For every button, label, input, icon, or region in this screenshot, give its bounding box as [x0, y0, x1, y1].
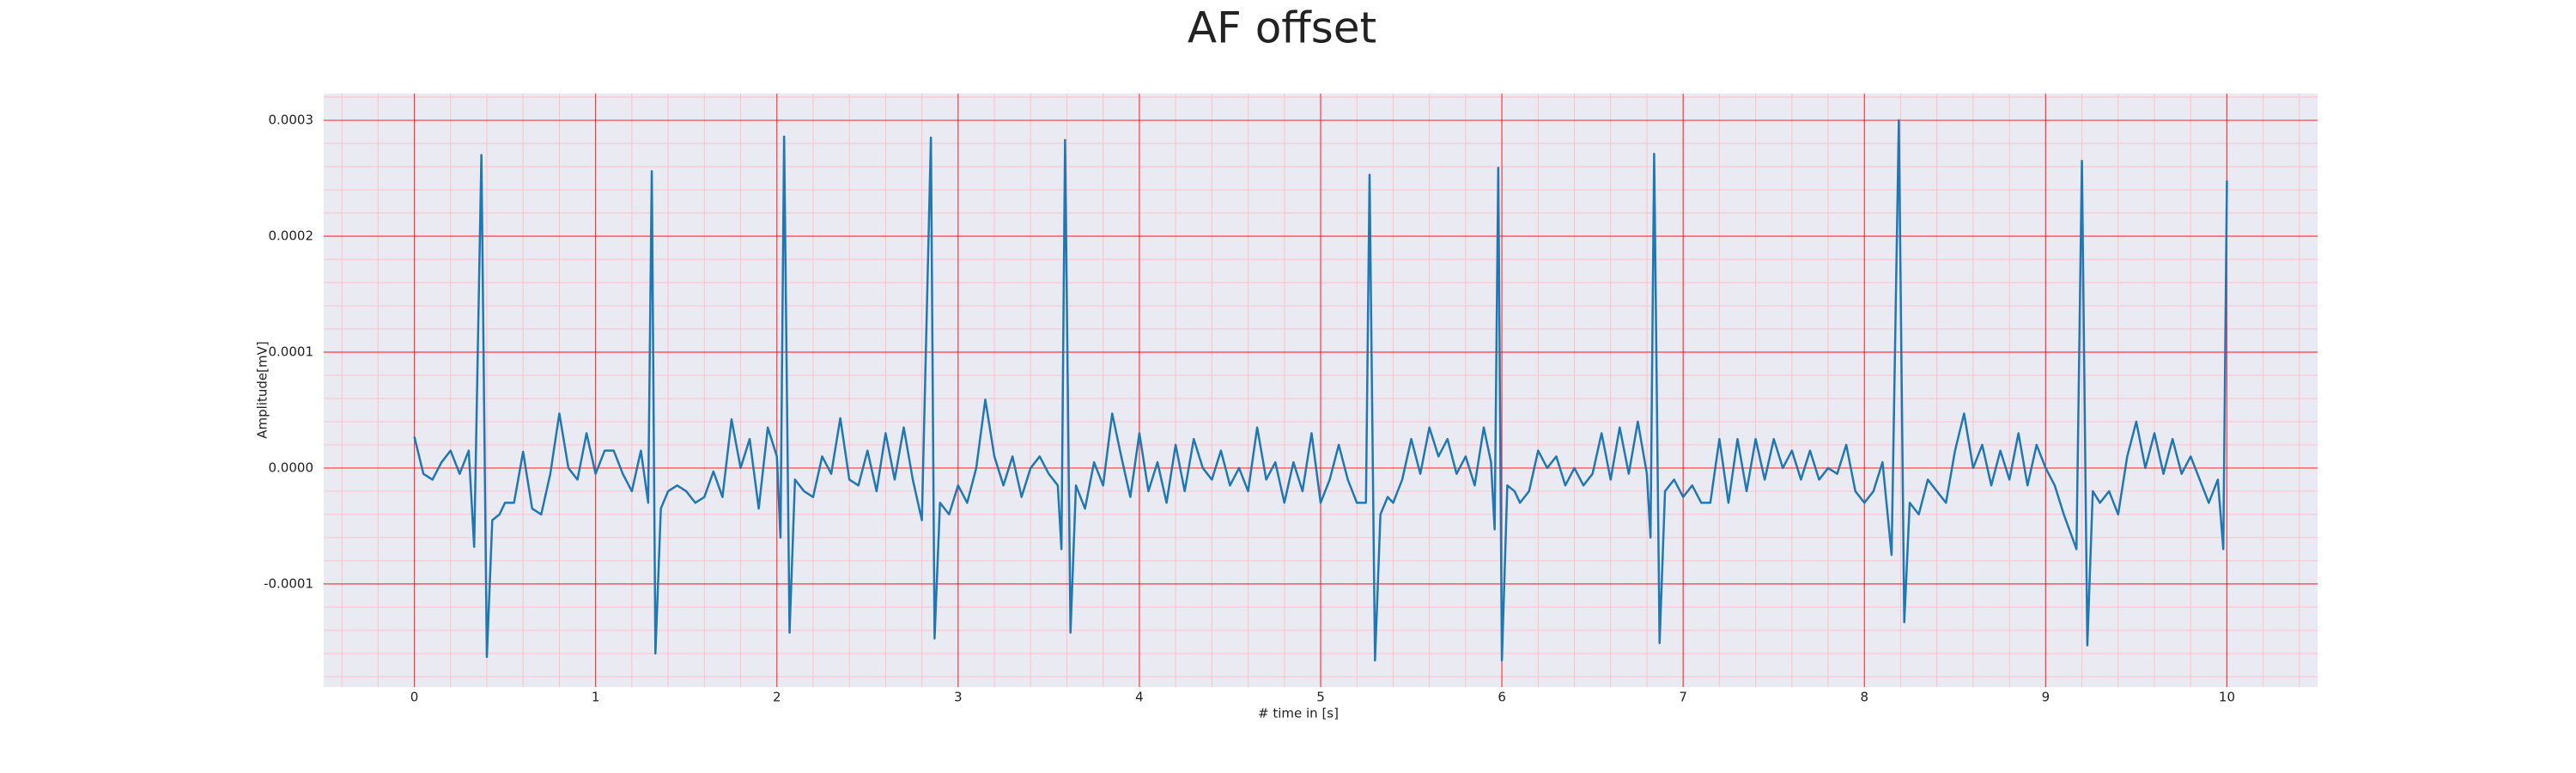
x-tick-label: 0	[410, 690, 419, 705]
x-tick-label: 5	[1316, 690, 1325, 705]
x-tick-label: 4	[1135, 690, 1144, 705]
x-tick-label: 6	[1498, 690, 1506, 705]
x-tick-label: 7	[1679, 690, 1687, 705]
line	[413, 119, 2228, 662]
y-tick-label: 0.0001	[269, 344, 314, 359]
marks	[413, 119, 2228, 662]
x-tick-label: 8	[1860, 690, 1868, 705]
x-tick-label: 10	[2219, 690, 2235, 705]
x-tick-label: 3	[954, 690, 963, 705]
x-tick-label: 1	[592, 690, 600, 705]
y-tick-label: 0.0003	[269, 113, 314, 128]
x-tick-label: 2	[773, 690, 781, 705]
chart-title: AF offset	[1188, 3, 1376, 53]
y-tick-label: -0.0001	[264, 575, 313, 591]
x-tick-label: 9	[2042, 690, 2050, 705]
y-tick-label: 0.0002	[269, 228, 314, 244]
x-axis-label: # time in [s]	[1258, 706, 1339, 721]
y-tick-label: 0.0000	[269, 460, 314, 475]
y-axis-label: Amplitude[mV]	[255, 341, 270, 438]
